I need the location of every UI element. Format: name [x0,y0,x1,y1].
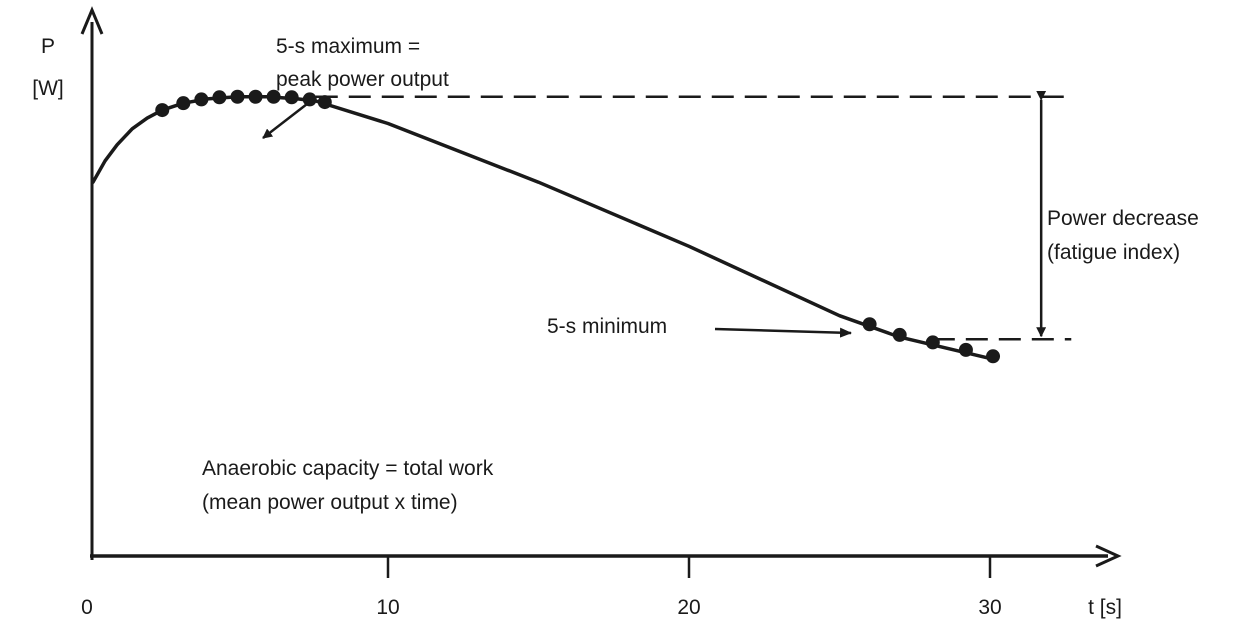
peak-annotation-line2: peak power output [276,68,449,91]
data-points [155,89,1001,364]
data-point-5 [248,89,263,104]
data-point-11 [892,327,907,342]
data-point-0 [155,103,170,118]
reference-lines [315,90,1072,341]
x-axis-label: t [s] [1088,596,1122,619]
data-point-14 [986,349,1001,364]
minimum-annotation: 5-s minimum [547,315,667,338]
y-axis-label-symbol: P [41,35,55,58]
data-point-7 [284,90,299,105]
data-point-4 [230,89,245,104]
peak-annotation-line1: 5-s maximum = [276,35,420,58]
decrease-annotation-line1: Power decrease [1047,207,1199,230]
capacity-annotation-line2: (mean power output x time) [202,491,458,514]
peak-arrow-icon [262,103,308,139]
power-curve [91,95,992,361]
data-point-12 [925,335,940,350]
data-point-8 [302,92,317,107]
y-axis-label-unit: [W] [32,77,64,100]
decrease-annotation-line2: (fatigue index) [1047,241,1180,264]
x-tick-label-20: 20 [677,596,700,619]
x-axis-ticks: 0 10 20 30 [81,556,1002,619]
x-tick-label-0: 0 [81,596,93,619]
x-tick-label-10: 10 [376,596,399,619]
power-curve-line [91,95,992,361]
data-point-13 [958,342,973,357]
data-point-3 [212,90,227,105]
minimum-arrow-icon [714,327,852,338]
capacity-annotation-line1: Anaerobic capacity = total work [202,457,494,480]
data-point-2 [194,92,209,107]
x-axis-arrow-icon [1095,544,1122,568]
y-axis-arrow-icon [80,6,104,35]
data-point-6 [266,89,281,104]
x-tick-label-30: 30 [978,596,1001,619]
data-point-1 [176,96,191,111]
data-point-10 [862,317,877,332]
data-point-9 [317,95,332,110]
